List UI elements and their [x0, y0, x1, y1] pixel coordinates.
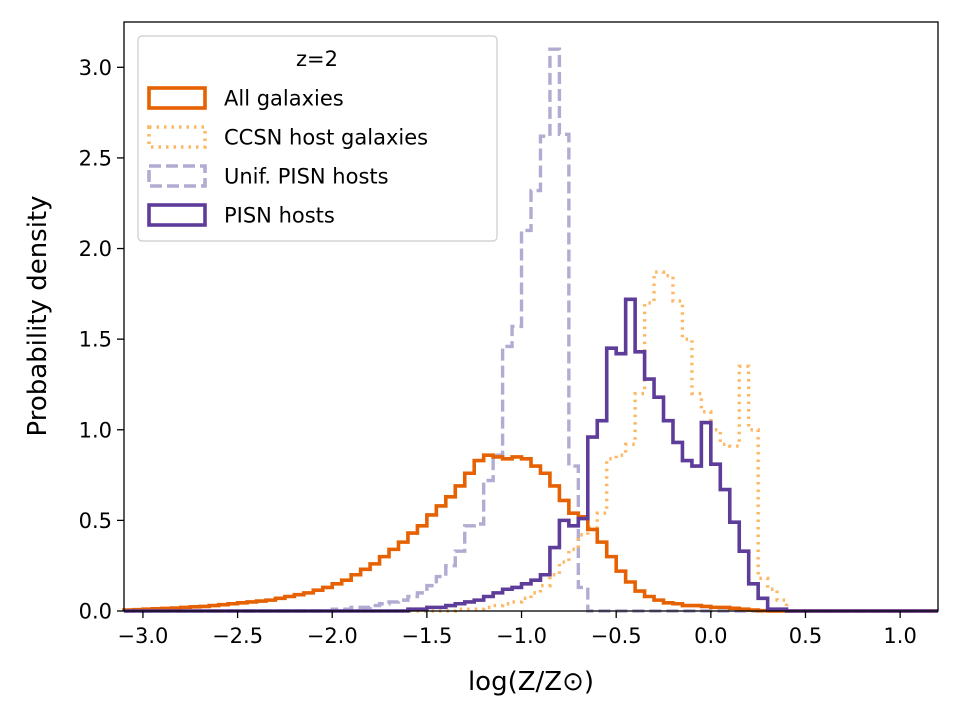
legend-swatch-pisn-hosts	[147, 203, 207, 227]
y-tick-label: 1.5	[79, 328, 112, 352]
legend-label-all-galaxies: All galaxies	[224, 87, 344, 111]
legend-label-unif-pisn-hosts: Unif. PISN hosts	[224, 165, 389, 189]
y-tick-label: 2.5	[79, 146, 112, 170]
y-tick-label: 0.0	[79, 600, 112, 624]
x-tick-label: −1.5	[401, 624, 452, 648]
x-tick-label: 0.0	[694, 624, 727, 648]
x-tick-label: 1.0	[883, 624, 916, 648]
x-tick-label: 0.5	[789, 624, 822, 648]
legend-box	[137, 35, 498, 242]
legend-label-pisn-hosts: PISN hosts	[224, 204, 335, 228]
y-axis-label: Probability density	[23, 195, 53, 436]
x-tick-label: −1.0	[496, 624, 547, 648]
x-tick-label: −0.5	[591, 624, 642, 648]
legend: z=2 All galaxies CCSN host galaxies Unif. …	[137, 35, 498, 242]
legend-label-ccsn-host-galaxies: CCSN host galaxies	[224, 126, 428, 150]
y-axis: 0.0 0.5 1.0 1.5 2.0 2.5 3.0	[79, 56, 124, 624]
x-axis: −3.0 −2.5 −2.0 −1.5 −1.0 −0.5 0.0 0.5 1.0	[117, 611, 917, 648]
y-tick-label: 3.0	[79, 56, 112, 80]
y-tick-label: 2.0	[79, 237, 112, 261]
series-all-galaxies	[122, 453, 938, 613]
x-tick-label: −2.0	[307, 624, 358, 648]
x-tick-label: −3.0	[117, 624, 168, 648]
plot-frame	[123, 21, 939, 612]
legend-title: z=2	[296, 47, 338, 71]
x-axis-label: log(Z/Z⊙)	[468, 667, 594, 697]
x-tick-label: −2.5	[212, 624, 263, 648]
legend-swatch-unif-pisn-hosts	[147, 164, 207, 188]
y-tick-label: 1.0	[79, 418, 112, 442]
y-tick-label: 0.5	[79, 509, 112, 533]
legend-swatch-all-galaxies	[147, 86, 207, 110]
